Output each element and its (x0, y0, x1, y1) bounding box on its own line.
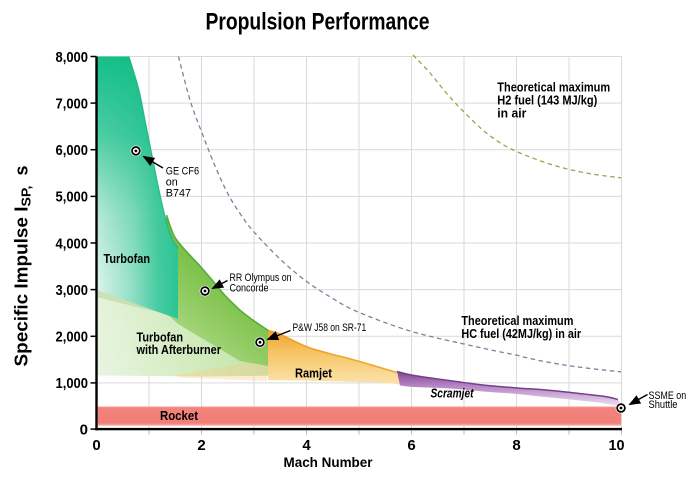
svg-text:P&W J58 on SR-71: P&W J58 on SR-71 (293, 322, 367, 334)
svg-text:Rocket: Rocket (160, 408, 199, 423)
svg-text:4,000: 4,000 (56, 235, 89, 252)
svg-text:6,000: 6,000 (56, 142, 89, 159)
svg-text:B747: B747 (166, 188, 191, 200)
svg-text:3,000: 3,000 (56, 282, 89, 299)
svg-text:Mach Number: Mach Number (284, 454, 374, 470)
svg-text:Propulsion Performance: Propulsion Performance (206, 9, 430, 36)
svg-text:2,000: 2,000 (56, 329, 89, 346)
svg-text:with Afterburner: with Afterburner (136, 342, 221, 357)
svg-text:Turbofan: Turbofan (104, 251, 151, 266)
svg-text:6: 6 (407, 437, 415, 454)
svg-text:Shuttle: Shuttle (649, 399, 678, 411)
svg-text:0: 0 (80, 421, 88, 438)
svg-text:4: 4 (302, 437, 311, 454)
svg-text:in air: in air (497, 106, 526, 120)
svg-text:H2 fuel (143 MJ/kg): H2 fuel (143 MJ/kg) (497, 93, 597, 107)
svg-text:10: 10 (609, 437, 625, 454)
svg-text:8,000: 8,000 (56, 49, 89, 66)
svg-text:Theoretical maximum: Theoretical maximum (461, 314, 573, 328)
svg-text:7,000: 7,000 (56, 95, 89, 112)
svg-text:Theoretical maximum: Theoretical maximum (497, 80, 610, 94)
svg-text:Ramjet: Ramjet (295, 366, 333, 381)
svg-text:8: 8 (512, 437, 520, 454)
svg-text:0: 0 (92, 437, 100, 454)
svg-text:HC fuel (42MJ/kg) in air: HC fuel (42MJ/kg) in air (461, 327, 581, 341)
svg-text:5,000: 5,000 (56, 189, 89, 206)
svg-text:Specific Impulse ISP, s: Specific Impulse ISP, s (12, 165, 34, 366)
svg-text:GE CF6: GE CF6 (166, 165, 199, 177)
svg-text:RR Olympus on: RR Olympus on (230, 272, 292, 284)
svg-text:SSME on: SSME on (649, 390, 687, 402)
svg-text:Turbofan: Turbofan (137, 330, 184, 345)
svg-text:1,000: 1,000 (56, 375, 89, 392)
svg-text:2: 2 (197, 437, 205, 454)
svg-text:on: on (166, 177, 178, 189)
svg-text:Scramjet: Scramjet (431, 387, 475, 401)
svg-text:Concorde: Concorde (230, 283, 269, 295)
